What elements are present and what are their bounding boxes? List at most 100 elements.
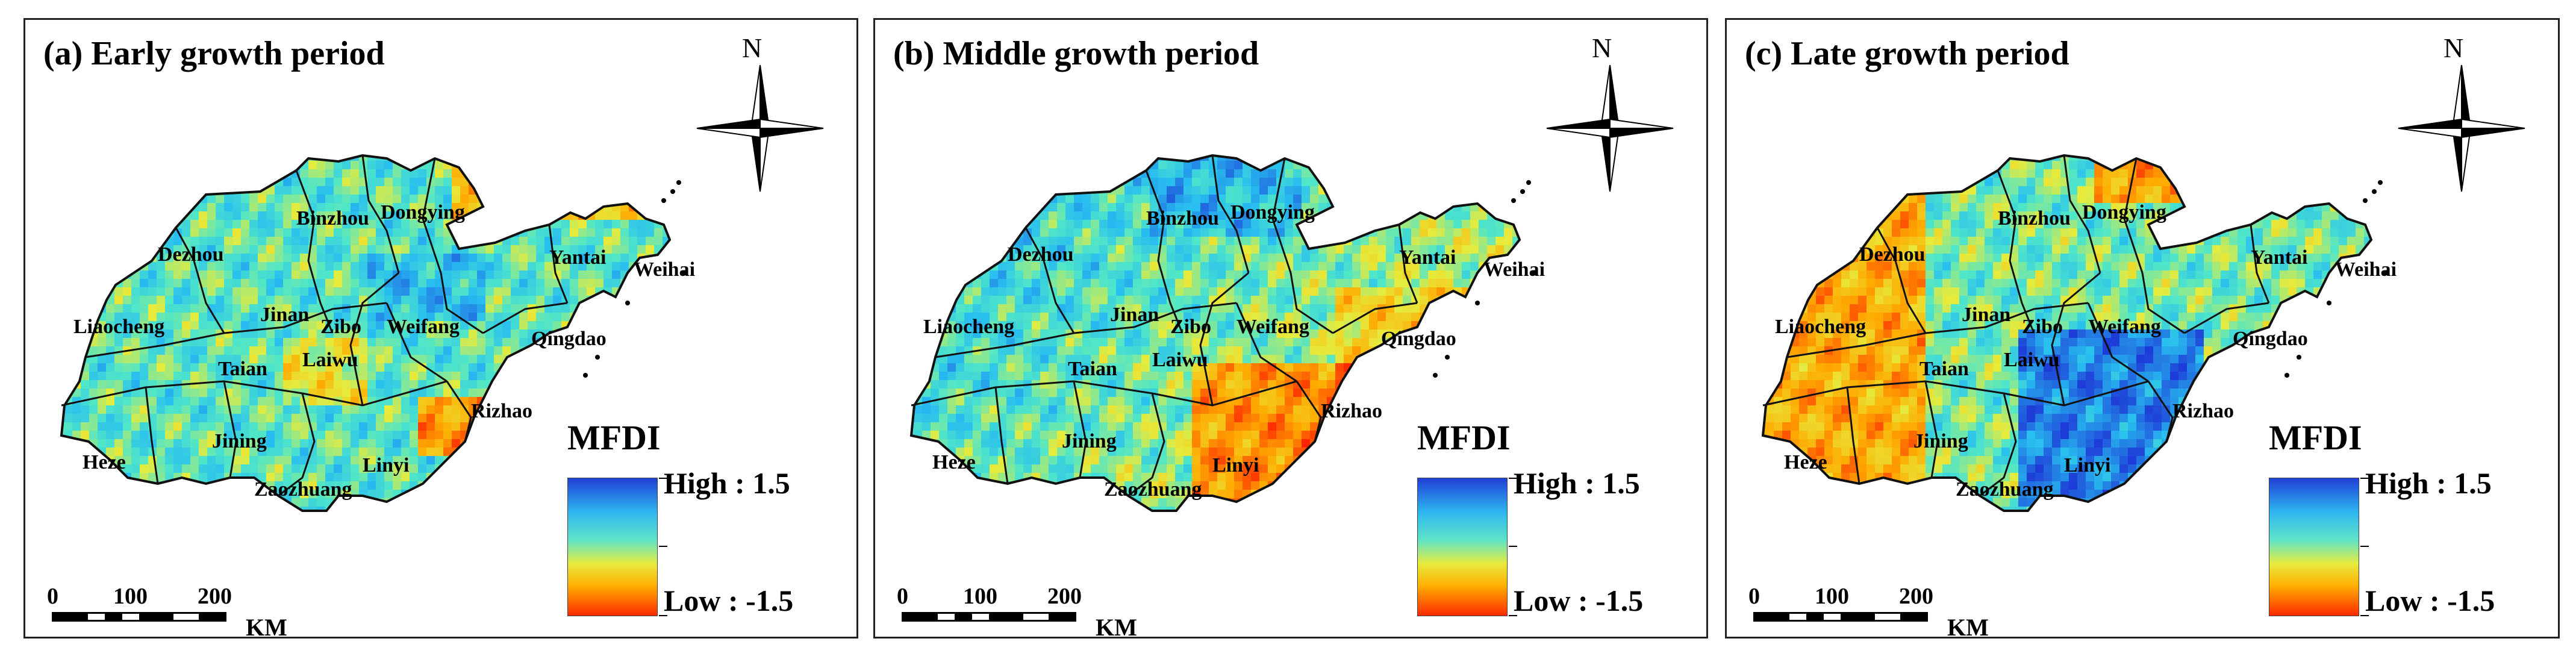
island-mark bbox=[682, 270, 687, 275]
north-label: N bbox=[1592, 33, 1612, 63]
city-label-binzhou: Binzhou bbox=[1146, 207, 1219, 229]
north-label: N bbox=[2443, 33, 2464, 63]
city-boundary bbox=[2184, 302, 2269, 334]
island-mark bbox=[1433, 373, 1438, 378]
north-arrow-icon bbox=[1546, 64, 1674, 192]
legend-high-label: High : 1.5 bbox=[2365, 466, 2492, 500]
legend-tick bbox=[2360, 615, 2369, 616]
city-boundary bbox=[1876, 227, 1927, 334]
city-boundary bbox=[385, 302, 448, 382]
legend-high-label: High : 1.5 bbox=[664, 466, 790, 500]
island-mark bbox=[1511, 198, 1516, 203]
city-boundary bbox=[1235, 302, 1297, 382]
province-map: Dezhou Binzhou Dongying Yantai Weihai Liaoche… bbox=[60, 154, 695, 512]
city-label-qingdao: Qingdao bbox=[2233, 328, 2308, 350]
city-boundary bbox=[911, 380, 1297, 407]
city-boundary bbox=[2250, 224, 2270, 304]
city-label-dongying: Dongying bbox=[2082, 201, 2166, 223]
province-map: Dezhou Binzhou Dongying Yantai Weihai Liaoche… bbox=[1761, 154, 2397, 512]
city-boundary bbox=[1762, 380, 2149, 407]
city-boundary bbox=[1997, 170, 2035, 334]
legend-tick bbox=[659, 478, 667, 479]
panel-title: (b) Middle growth period bbox=[893, 35, 1259, 72]
city-label-laiwu: Laiwu bbox=[1152, 349, 1208, 371]
city-label-weifang: Weifang bbox=[1237, 316, 1309, 338]
island-mark bbox=[2372, 189, 2377, 194]
legend-title: MFDI bbox=[2269, 418, 2362, 457]
island-mark bbox=[1526, 180, 1531, 185]
city-label-linyi: Linyi bbox=[1212, 454, 1259, 476]
city-boundary bbox=[361, 155, 400, 273]
city-boundary bbox=[1073, 381, 1087, 478]
island-mark bbox=[2284, 373, 2289, 378]
legend-color-bar bbox=[567, 478, 658, 616]
city-boundary bbox=[223, 381, 237, 478]
city-boundary bbox=[2063, 155, 2101, 273]
north-label: N bbox=[742, 33, 763, 63]
scale-tick-100: 100 bbox=[1815, 584, 1849, 609]
city-label-weifang: Weifang bbox=[2088, 316, 2161, 338]
city-label-jining: Jining bbox=[212, 430, 267, 452]
city-label-dongying: Dongying bbox=[381, 201, 465, 223]
city-label-weihai: Weihai bbox=[634, 258, 695, 281]
city-boundary bbox=[145, 387, 159, 484]
legend-tick bbox=[1509, 615, 1517, 616]
city-boundary bbox=[1211, 155, 1250, 273]
scale-tick-200: 200 bbox=[1899, 584, 1933, 609]
city-boundary bbox=[1979, 393, 2017, 497]
city-label-qingdao: Qingdao bbox=[1381, 328, 1456, 350]
city-label-zibo: Zibo bbox=[320, 316, 361, 338]
scale-bar: 0 100 200 KM bbox=[1748, 583, 1989, 637]
city-label-jining: Jining bbox=[1913, 430, 1968, 452]
city-label-heze: Heze bbox=[1784, 451, 1827, 473]
map-panel-early: (a) Early growth period Dezhou Binzhou Don… bbox=[23, 18, 858, 638]
scale-tick-200: 200 bbox=[1047, 584, 1082, 609]
city-boundary bbox=[1296, 381, 1322, 442]
city-label-zibo: Zibo bbox=[1170, 316, 1211, 338]
city-label-laiwu: Laiwu bbox=[302, 349, 358, 371]
city-boundary bbox=[2147, 381, 2174, 442]
city-boundary bbox=[482, 302, 568, 334]
city-label-heze: Heze bbox=[83, 451, 126, 473]
city-label-binzhou: Binzhou bbox=[296, 207, 369, 229]
map-panel-middle: (b) Middle growth period Dezhou Binzhou Do… bbox=[873, 18, 1708, 638]
city-boundary bbox=[1271, 158, 1333, 334]
city-boundary bbox=[548, 224, 569, 304]
city-label-heze: Heze bbox=[932, 451, 976, 473]
island-mark bbox=[2384, 270, 2389, 275]
scale-tick-0: 0 bbox=[47, 584, 58, 609]
legend-tick bbox=[2360, 478, 2369, 479]
city-boundary bbox=[1024, 227, 1075, 334]
province-map: Dezhou Binzhou Dongying Yantai Weihai Liaoche… bbox=[909, 154, 1545, 512]
island-mark bbox=[1520, 189, 1525, 194]
scale-tick-100: 100 bbox=[113, 584, 148, 609]
legend-low-label: Low : -1.5 bbox=[1514, 584, 1644, 617]
city-boundary bbox=[1199, 272, 1249, 406]
north-arrow-icon bbox=[696, 64, 824, 192]
city-label-taian: Taian bbox=[1068, 358, 1117, 380]
province-outline bbox=[1761, 154, 2373, 512]
city-label-qingdao: Qingdao bbox=[531, 328, 607, 350]
city-label-zaozhuang: Zaozhuang bbox=[1104, 478, 1202, 501]
scale-tick-0: 0 bbox=[897, 584, 908, 609]
island-mark bbox=[625, 301, 630, 305]
city-label-zibo: Zibo bbox=[2022, 316, 2063, 338]
city-boundary bbox=[1924, 381, 1939, 478]
city-label-dongying: Dongying bbox=[1230, 201, 1315, 223]
city-boundary bbox=[2123, 158, 2185, 334]
city-label-dezhou: Dezhou bbox=[1008, 243, 1074, 266]
city-label-zaozhuang: Zaozhuang bbox=[254, 478, 352, 501]
city-boundary bbox=[1398, 224, 1418, 304]
scale-bar: 0 100 200 KM bbox=[897, 583, 1137, 637]
island-mark bbox=[1445, 355, 1450, 360]
city-boundary bbox=[278, 393, 316, 497]
city-label-jinan: Jinan bbox=[1110, 304, 1159, 326]
city-boundary bbox=[935, 302, 1237, 358]
island-mark bbox=[661, 198, 666, 203]
city-boundary bbox=[994, 387, 1009, 484]
legend-color-bar bbox=[2269, 478, 2359, 616]
scale-bar-graphic bbox=[902, 612, 1076, 622]
city-boundary bbox=[2051, 272, 2101, 406]
scale-bar-graphic bbox=[1753, 612, 1928, 622]
city-label-weihai: Weihai bbox=[2335, 258, 2397, 281]
